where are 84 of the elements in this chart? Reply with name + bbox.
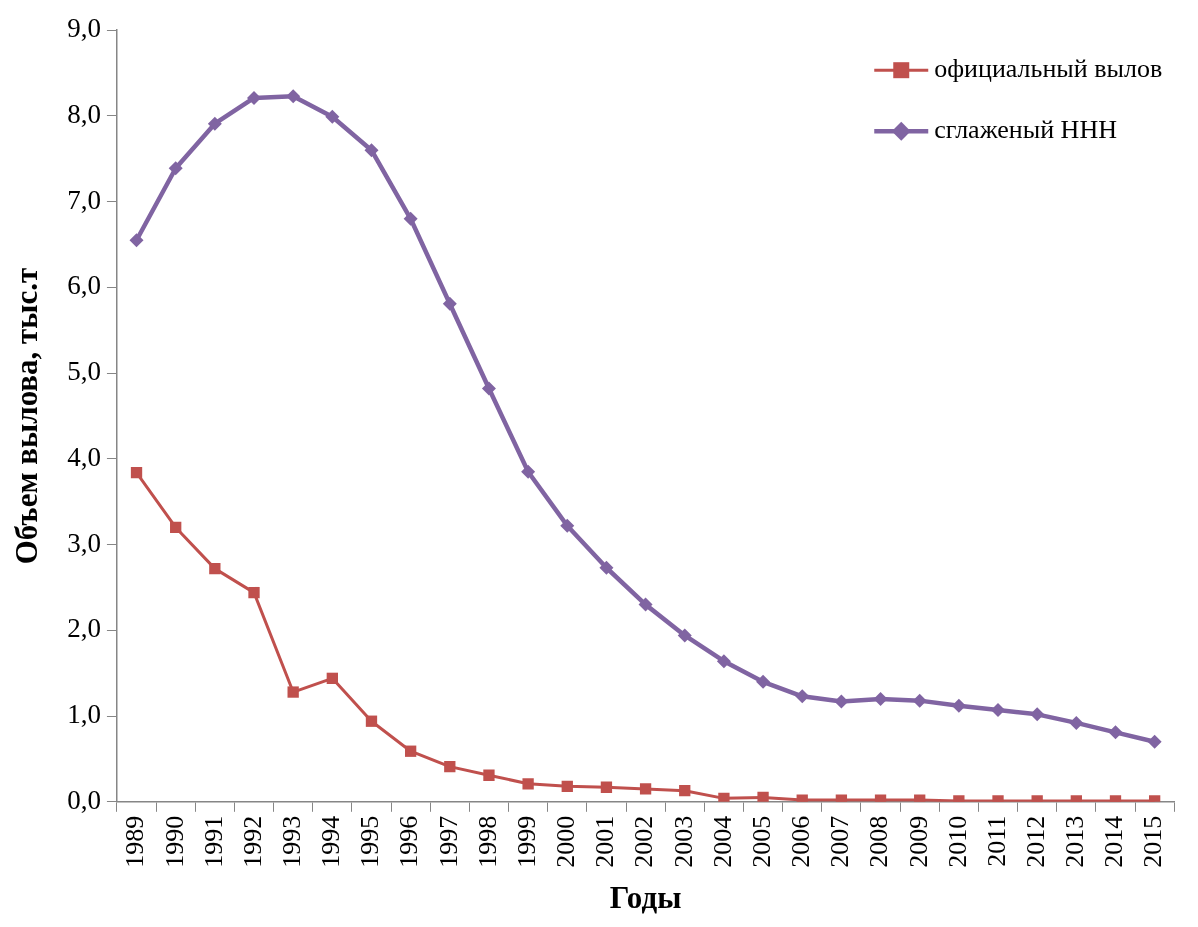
point	[1030, 707, 1045, 722]
point	[483, 769, 495, 781]
point	[795, 689, 810, 704]
x-tick-label: 2005	[746, 815, 776, 868]
x-axis-title: Годы	[609, 880, 682, 916]
point	[364, 143, 379, 158]
x-tick-label: 2009	[903, 815, 933, 868]
x-tick-label: 1994	[316, 815, 346, 868]
y-tick-label: 3,0	[67, 527, 101, 558]
point	[442, 296, 457, 311]
x-tick-label: 2002	[629, 815, 659, 868]
x-tick-label: 1990	[159, 815, 189, 868]
point	[207, 116, 222, 131]
y-tick-label: 2,0	[67, 613, 101, 644]
point	[286, 89, 301, 104]
point	[873, 691, 888, 706]
x-tick-label: 2007	[825, 815, 855, 868]
point	[521, 464, 536, 479]
legend-label: сглаженый ННН	[934, 115, 1118, 145]
x-tick-label: 2014	[1099, 815, 1129, 868]
x-tick-label: 2008	[864, 815, 894, 868]
point	[1108, 725, 1123, 740]
x-tick-label: 2013	[1060, 815, 1090, 868]
x-tick-label: 1998	[472, 815, 502, 868]
point	[757, 791, 769, 802]
y-tick-label: 7,0	[67, 184, 101, 215]
x-tick-label: 2015	[1138, 815, 1168, 868]
x-tick-label: 2000	[551, 815, 581, 868]
point	[912, 693, 927, 708]
x-tick-label: 1991	[198, 815, 228, 868]
point	[209, 562, 221, 575]
x-tick-label: 2006	[786, 815, 816, 868]
y-tick-label: 0,0	[67, 784, 101, 815]
point	[1069, 715, 1084, 730]
point	[560, 518, 575, 533]
point	[639, 783, 652, 795]
y-tick-label: 1,0	[67, 699, 101, 730]
y-tick-label: 9,0	[67, 13, 101, 44]
x-tick-label: 2012	[1021, 815, 1050, 868]
point	[287, 686, 299, 698]
point	[951, 698, 966, 713]
x-tick-label: 2010	[942, 815, 972, 868]
x-tick-label: 2001	[590, 815, 620, 868]
x-tick-label: 1996	[394, 815, 424, 868]
x-tick-label: 1992	[237, 815, 267, 868]
point	[444, 760, 456, 773]
point	[561, 780, 573, 793]
point	[404, 745, 417, 757]
point	[325, 109, 340, 124]
point	[129, 233, 144, 248]
point	[600, 781, 613, 793]
point	[403, 211, 418, 226]
point	[326, 672, 338, 684]
point	[638, 597, 653, 612]
x-tick-label: 1989	[120, 815, 150, 868]
point	[679, 785, 691, 797]
point	[718, 792, 730, 802]
point	[716, 654, 731, 669]
x-tick-label: 1999	[511, 815, 541, 868]
point	[991, 703, 1006, 718]
point	[1147, 734, 1162, 749]
x-tick-label: 1997	[433, 815, 463, 868]
point	[677, 628, 692, 643]
point	[365, 715, 378, 727]
point	[599, 560, 614, 575]
x-tick-label: 2011	[981, 815, 1011, 867]
point	[756, 674, 771, 689]
y-tick-label: 6,0	[67, 270, 101, 301]
point	[522, 778, 534, 790]
point	[248, 586, 260, 599]
point	[834, 694, 849, 709]
x-tick-label: 1995	[355, 815, 385, 868]
point	[130, 466, 143, 479]
y-tick-label: 8,0	[67, 99, 101, 130]
point	[481, 381, 496, 396]
x-tick-label: 1993	[276, 815, 306, 868]
point	[168, 161, 183, 176]
x-tick-label: 2003	[668, 815, 698, 868]
y-tick-label: 4,0	[67, 441, 101, 472]
y-axis-title: Объем вылова, тыс.т	[8, 267, 44, 565]
x-tick-label: 2004	[707, 815, 737, 868]
legend-label: официальный вылов	[934, 54, 1163, 84]
y-tick-label: 5,0	[67, 356, 101, 387]
point	[170, 521, 182, 534]
